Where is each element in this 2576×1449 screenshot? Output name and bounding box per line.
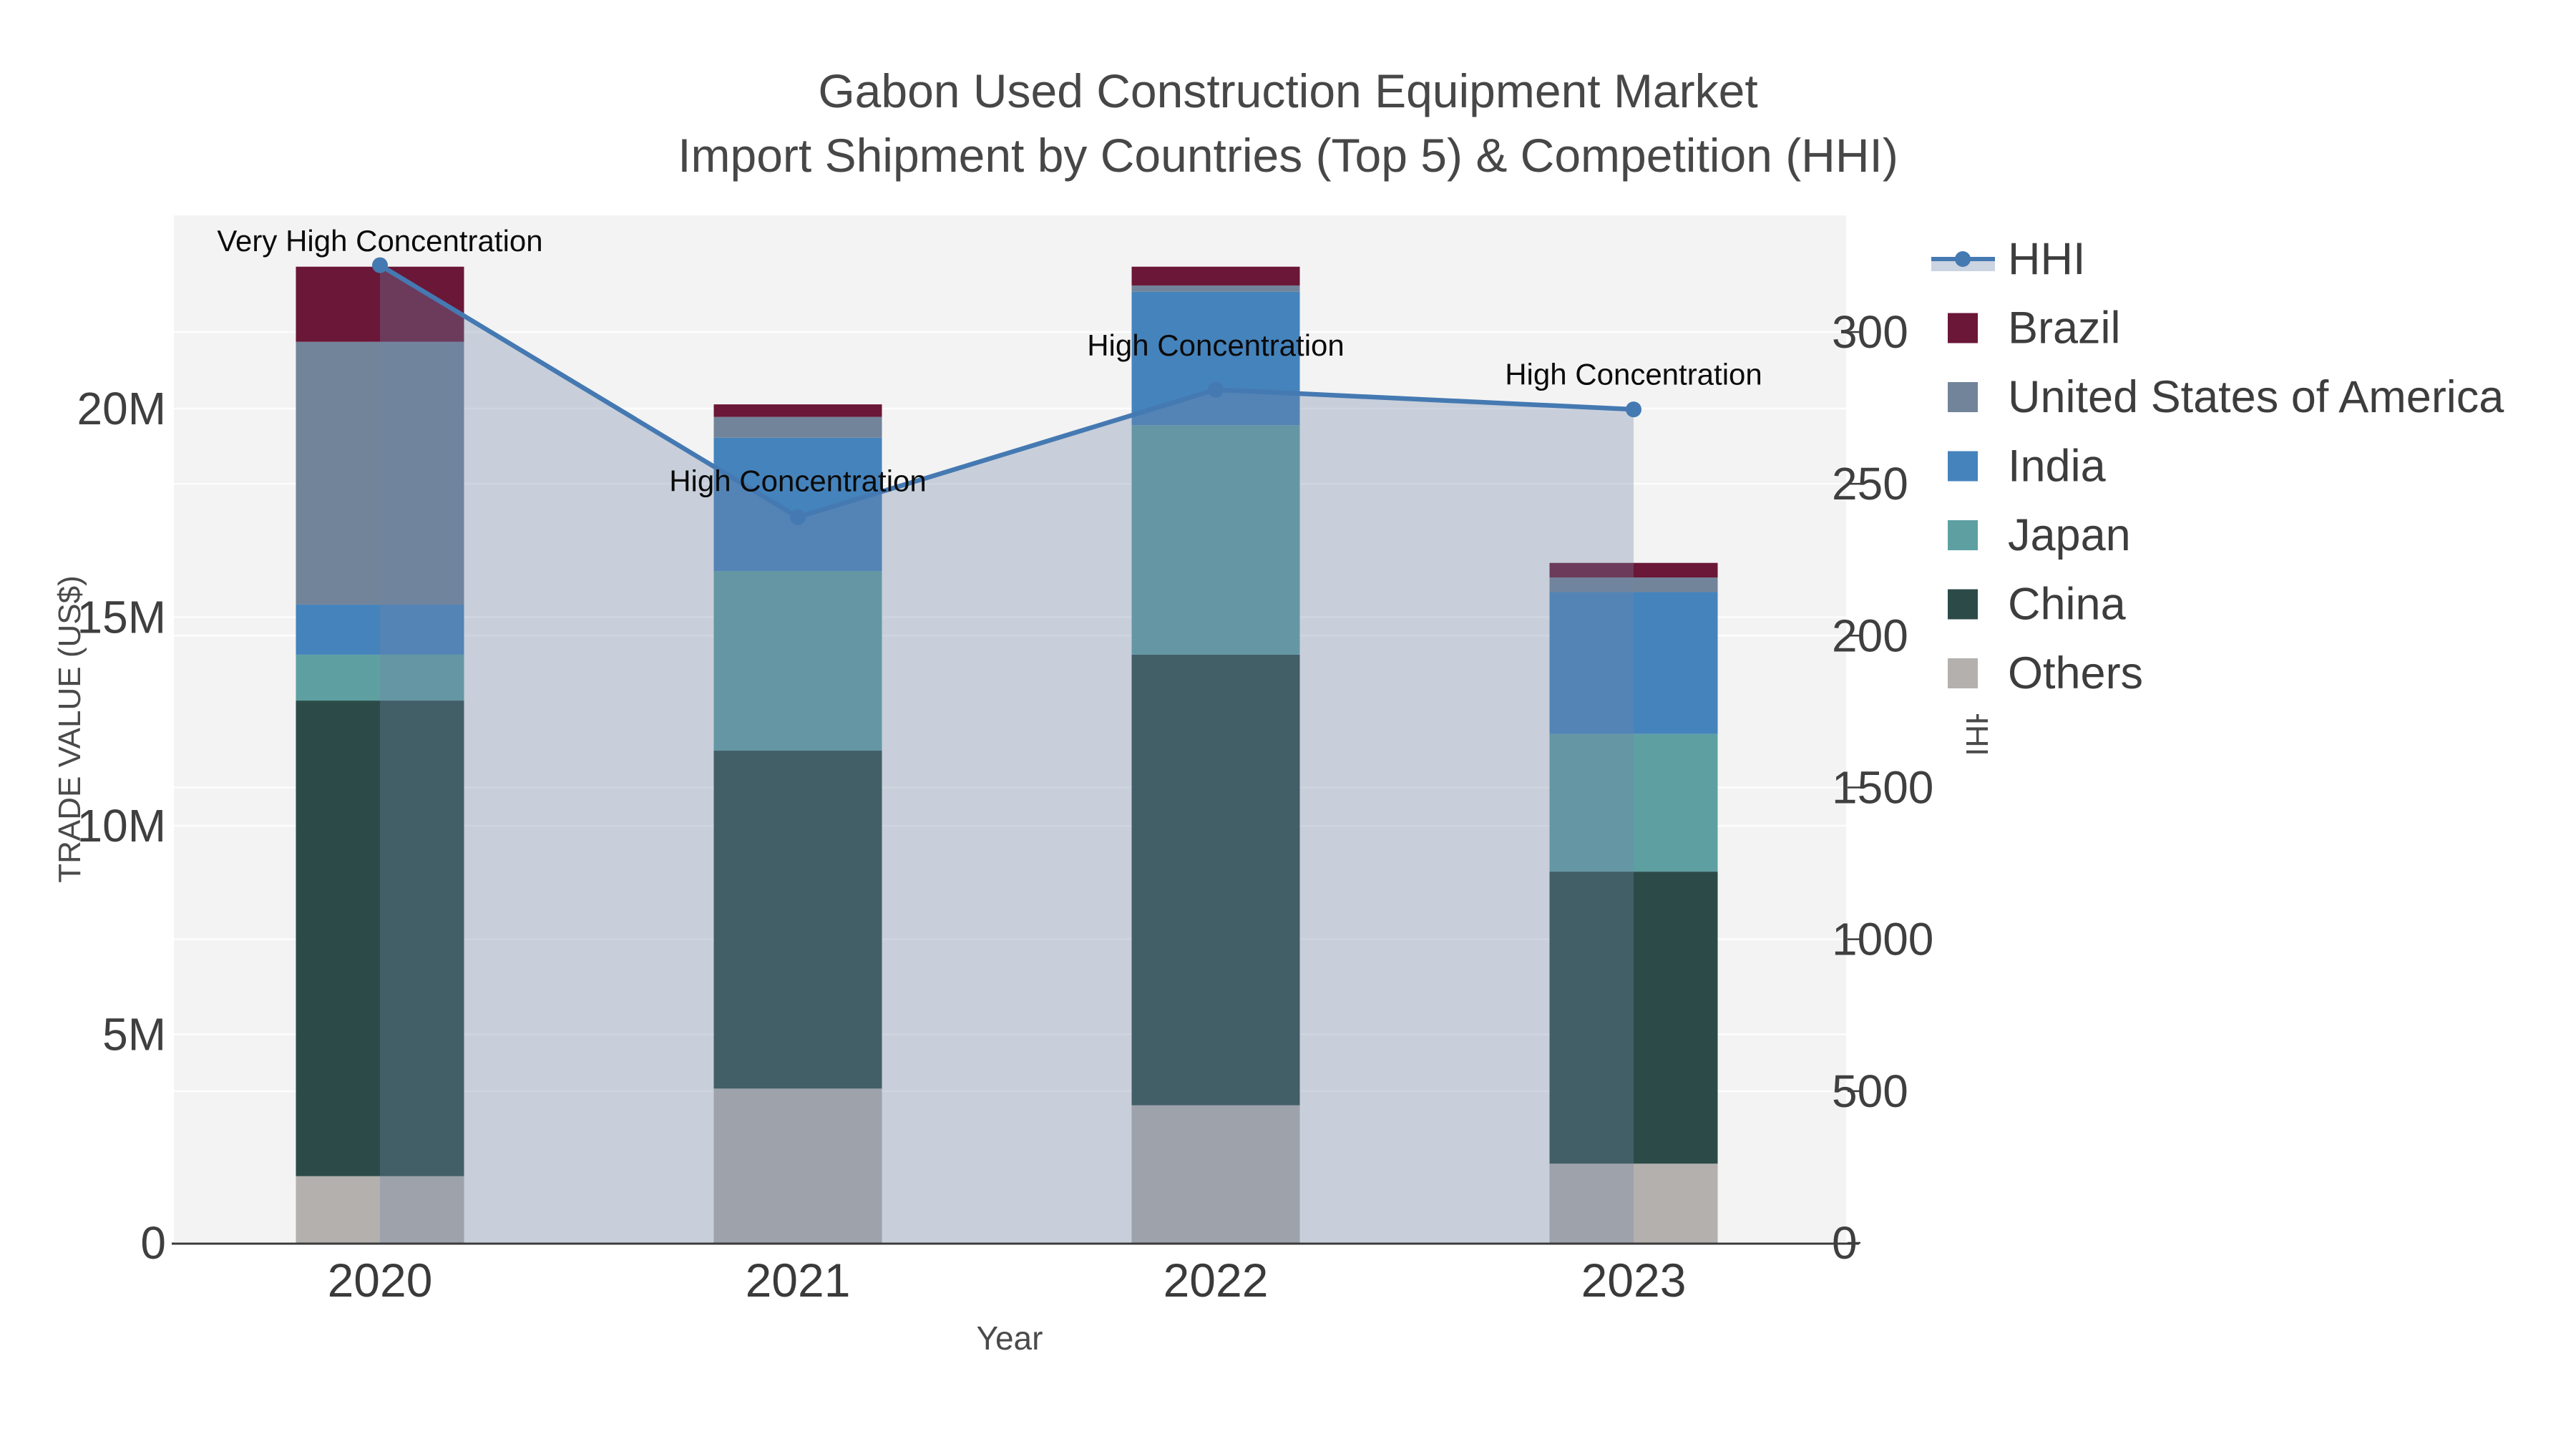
annotation-2023: High Concentration [1505, 358, 1762, 391]
left-tick-label: 0 [140, 1217, 166, 1269]
legend-item-india[interactable]: India [1948, 441, 2107, 492]
bar-segment-others-2020[interactable] [296, 1176, 464, 1243]
bar-segment-others-2023[interactable] [1549, 1163, 1718, 1243]
legend-label: United States of America [2008, 372, 2504, 422]
annotation-2022: High Concentration [1087, 328, 1345, 362]
bar-segment-china-2021[interactable] [713, 751, 882, 1089]
legend-swatch-others [1948, 658, 1978, 688]
bar-segment-india-2023[interactable] [1549, 592, 1718, 734]
legend-label: China [2008, 580, 2127, 630]
annotation-2021: High Concentration [669, 464, 927, 497]
hhi-marker-2020[interactable] [372, 257, 388, 273]
bar-segment-japan-2023[interactable] [1549, 733, 1718, 872]
hhi-marker-2023[interactable] [1626, 401, 1641, 418]
left-tick-label: 15M [77, 591, 167, 643]
hhi-marker-2022[interactable] [1208, 381, 1224, 398]
legend-item-japan[interactable]: Japan [1948, 510, 2131, 560]
bar-segment-others-2021[interactable] [713, 1088, 882, 1243]
left-tick-label: 10M [77, 800, 167, 852]
x-tick-label-2022: 2022 [1163, 1254, 1269, 1307]
bar-segment-brazil-2023[interactable] [1549, 562, 1718, 578]
legend-label: Others [2008, 648, 2143, 698]
hhi-marker-2021[interactable] [790, 509, 806, 525]
legend-label: Brazil [2008, 303, 2121, 353]
bar-segment-united-states-of-america-2023[interactable] [1549, 577, 1718, 592]
right-tick-label: 1000 [1832, 914, 1933, 965]
x-tick-label-2023: 2023 [1581, 1254, 1687, 1307]
right-tick-label: 1500 [1832, 761, 1933, 813]
bar-segment-brazil-2020[interactable] [296, 266, 464, 342]
bar-segment-japan-2022[interactable] [1131, 425, 1300, 655]
bar-segment-united-states-of-america-2020[interactable] [296, 341, 464, 605]
legend-item-others[interactable]: Others [1948, 648, 2143, 698]
hhi-area-fill [380, 265, 1634, 1243]
hhi-marker-swatch [1955, 251, 1971, 267]
left-tick-label: 5M [102, 1008, 166, 1060]
bar-segment-brazil-2022[interactable] [1131, 266, 1300, 286]
legend-swatch-brazil [1948, 313, 1978, 343]
bar-segment-others-2022[interactable] [1131, 1105, 1300, 1243]
bar-segment-china-2023[interactable] [1549, 872, 1718, 1164]
legend-item-hhi[interactable]: HHI [1931, 234, 2086, 284]
left-y-axis-title: TRADE VALUE (US$) [52, 575, 87, 883]
legend-background [1908, 215, 2560, 714]
bar-segment-china-2020[interactable] [296, 701, 464, 1176]
legend-swatch-india [1948, 451, 1978, 482]
legend-swatch-united-states-of-america [1948, 382, 1978, 412]
legend-swatch-japan [1948, 520, 1978, 550]
bar-segment-china-2022[interactable] [1131, 654, 1300, 1106]
x-axis-title: Year [977, 1319, 1043, 1357]
legend-item-brazil[interactable]: Brazil [1948, 303, 2121, 353]
legend-item-china[interactable]: China [1948, 580, 2127, 630]
bar-segment-japan-2021[interactable] [713, 571, 882, 751]
x-tick-label-2021: 2021 [746, 1254, 851, 1307]
bar-segment-india-2021[interactable] [713, 437, 882, 572]
bar-segment-japan-2020[interactable] [296, 654, 464, 701]
bar-segment-india-2022[interactable] [1131, 291, 1300, 426]
annotation-2020: Very High Concentration [217, 224, 542, 258]
legend-item-united-states-of-america[interactable]: United States of America [1948, 372, 2504, 422]
chart-title-line2: Import Shipment by Countries (Top 5) & C… [678, 129, 1898, 182]
bar-segment-india-2020[interactable] [296, 604, 464, 655]
legend-label: HHI [2008, 234, 2086, 284]
right-tick-label: 0 [1832, 1217, 1858, 1269]
legend-swatch-china [1948, 589, 1978, 620]
hhi-line[interactable] [377, 263, 1636, 520]
bar-segment-united-states-of-america-2022[interactable] [1131, 285, 1300, 292]
bar-segment-brazil-2021[interactable] [713, 404, 882, 417]
legend-label: India [2008, 441, 2107, 492]
bar-segment-united-states-of-america-2021[interactable] [713, 416, 882, 438]
right-tick-label: 500 [1832, 1065, 1908, 1117]
chart-title-line1: Gabon Used Construction Equipment Market [818, 64, 1757, 117]
x-tick-label-2020: 2020 [328, 1254, 433, 1307]
legend-label: Japan [2008, 510, 2131, 560]
left-tick-label: 20M [77, 383, 167, 434]
